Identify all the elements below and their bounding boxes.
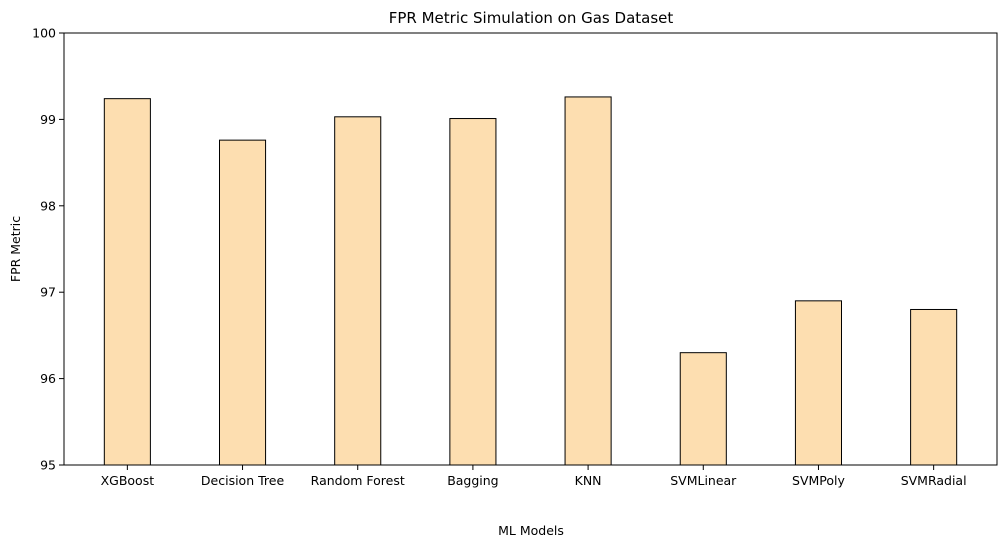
- x-tick-label: SVMRadial: [901, 473, 967, 488]
- plot-frame: [63, 32, 998, 466]
- bar-bagging: [449, 118, 497, 466]
- x-axis: XGBoost Decision Tree Random Forest Bagging…: [101, 465, 967, 488]
- chart-title: FPR Metric Simulation on Gas Dataset: [389, 9, 674, 27]
- bar-decision-tree: [219, 139, 267, 466]
- x-tick-label: Random Forest: [311, 473, 405, 488]
- x-tick-label: Bagging: [447, 473, 498, 488]
- bar-xgboost: [103, 98, 151, 466]
- y-tick-label: 96: [40, 371, 56, 386]
- bar-random-forest: [334, 116, 382, 466]
- y-tick-label: 95: [40, 458, 56, 473]
- bar-svmlinear: [679, 352, 727, 466]
- y-tick-label: 99: [40, 112, 56, 127]
- x-tick-label: SVMLinear: [670, 473, 737, 488]
- x-tick-label: XGBoost: [101, 473, 155, 488]
- x-tick-label: SVMPoly: [792, 473, 845, 488]
- bar-svmpoly: [794, 300, 842, 466]
- y-axis: 95 96 97 98 99 100: [32, 26, 64, 473]
- y-axis-label: FPR Metric: [8, 216, 23, 282]
- y-tick-label: 100: [32, 26, 56, 41]
- y-tick-label: 97: [40, 285, 56, 300]
- x-tick-label: Decision Tree: [201, 473, 285, 488]
- x-tick-label: KNN: [575, 473, 602, 488]
- bar-knn: [564, 96, 612, 466]
- y-tick-label: 98: [40, 198, 56, 213]
- bar-svmradial: [910, 308, 958, 466]
- bars-group: [103, 96, 958, 466]
- x-axis-label: ML Models: [498, 523, 564, 538]
